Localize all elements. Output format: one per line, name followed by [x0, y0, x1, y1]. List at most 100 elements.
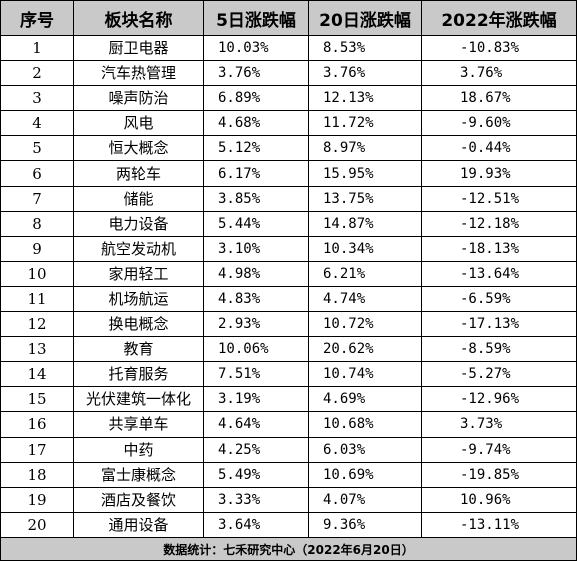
table-row: 2 汽车热管理 3.76% 3.76% 3.76%: [0, 60, 577, 87]
row-index: 1: [0, 34, 74, 62]
row-20day-change: 10.72%: [308, 311, 422, 338]
row-2022-change: 19.93%: [421, 160, 577, 187]
row-sector-name: 厨卫电器: [73, 34, 204, 62]
row-5day-change: 7.51%: [203, 361, 309, 388]
row-2022-change: 18.67%: [421, 85, 577, 112]
row-2022-change: 3.76%: [421, 60, 577, 87]
row-2022-change: -9.60%: [421, 110, 577, 137]
row-index: 4: [0, 110, 74, 137]
header-2022-change: 2022年涨跌幅: [421, 0, 577, 36]
row-index: 18: [0, 461, 74, 488]
row-20day-change: 10.34%: [308, 235, 422, 262]
header-sector-name: 板块名称: [73, 0, 204, 36]
row-5day-change: 2.93%: [203, 311, 309, 338]
row-sector-name: 共享单车: [73, 411, 204, 438]
row-sector-name: 噪声防治: [73, 85, 204, 112]
row-20day-change: 9.36%: [308, 511, 422, 539]
table-row: 12 换电概念 2.93% 10.72% -17.13%: [0, 311, 577, 338]
row-20day-change: 6.21%: [308, 260, 422, 287]
row-index: 17: [0, 436, 74, 463]
row-sector-name: 换电概念: [73, 311, 204, 338]
row-5day-change: 3.76%: [203, 60, 309, 87]
row-5day-change: 6.89%: [203, 85, 309, 112]
row-index: 16: [0, 411, 74, 438]
row-2022-change: -13.64%: [421, 260, 577, 287]
row-20day-change: 11.72%: [308, 110, 422, 137]
row-2022-change: -19.85%: [421, 461, 577, 488]
row-sector-name: 储能: [73, 185, 204, 212]
row-sector-name: 机场航运: [73, 285, 204, 313]
table-body: 1 厨卫电器 10.03% 8.53% -10.83% 2 汽车热管理 3.76% 3.76% 3…: [0, 34, 577, 539]
row-2022-change: -12.96%: [421, 386, 577, 413]
row-sector-name: 航空发动机: [73, 235, 204, 262]
row-5day-change: 4.25%: [203, 436, 309, 463]
row-index: 8: [0, 210, 74, 237]
row-sector-name: 汽车热管理: [73, 60, 204, 87]
row-sector-name: 酒店及餐饮: [73, 486, 204, 513]
header-5day-change: 5日涨跌幅: [203, 0, 309, 36]
row-20day-change: 6.03%: [308, 436, 422, 463]
row-index: 11: [0, 285, 74, 313]
row-index: 14: [0, 361, 74, 388]
row-index: 15: [0, 386, 74, 413]
table-row: 18 富士康概念 5.49% 10.69% -19.85%: [0, 461, 577, 488]
table-row: 5 恒大概念 5.12% 8.97% -0.44%: [0, 135, 577, 162]
row-20day-change: 10.74%: [308, 361, 422, 388]
data-source-note: 数据统计：七禾研究中心（2022年6月20日）: [0, 537, 577, 561]
header-index: 序号: [0, 0, 74, 36]
row-5day-change: 4.83%: [203, 285, 309, 313]
row-2022-change: -18.13%: [421, 235, 577, 262]
row-20day-change: 8.97%: [308, 135, 422, 162]
row-sector-name: 富士康概念: [73, 461, 204, 488]
row-20day-change: 4.69%: [308, 386, 422, 413]
row-20day-change: 10.69%: [308, 461, 422, 488]
row-5day-change: 3.64%: [203, 511, 309, 539]
row-2022-change: -12.51%: [421, 185, 577, 212]
row-5day-change: 5.12%: [203, 135, 309, 162]
row-2022-change: -10.83%: [421, 34, 577, 62]
table-row: 6 两轮车 6.17% 15.95% 19.93%: [0, 160, 577, 187]
row-sector-name: 电力设备: [73, 210, 204, 237]
table-row: 8 电力设备 5.44% 14.87% -12.18%: [0, 210, 577, 237]
row-20day-change: 10.68%: [308, 411, 422, 438]
row-index: 20: [0, 511, 74, 539]
row-index: 9: [0, 235, 74, 262]
table-row: 3 噪声防治 6.89% 12.13% 18.67%: [0, 85, 577, 112]
row-5day-change: 4.68%: [203, 110, 309, 137]
row-5day-change: 3.85%: [203, 185, 309, 212]
row-2022-change: -12.18%: [421, 210, 577, 237]
row-index: 3: [0, 85, 74, 112]
table-row: 9 航空发动机 3.10% 10.34% -18.13%: [0, 235, 577, 262]
table-row: 17 中药 4.25% 6.03% -9.74%: [0, 436, 577, 463]
table-row: 15 光伏建筑一体化 3.19% 4.69% -12.96%: [0, 386, 577, 413]
table-row: 13 教育 10.06% 20.62% -8.59%: [0, 336, 577, 363]
row-20day-change: 14.87%: [308, 210, 422, 237]
row-index: 2: [0, 60, 74, 87]
row-20day-change: 15.95%: [308, 160, 422, 187]
row-sector-name: 托育服务: [73, 361, 204, 388]
row-20day-change: 4.07%: [308, 486, 422, 513]
row-2022-change: -17.13%: [421, 311, 577, 338]
table-row: 1 厨卫电器 10.03% 8.53% -10.83%: [0, 34, 577, 62]
row-5day-change: 3.33%: [203, 486, 309, 513]
row-index: 7: [0, 185, 74, 212]
row-5day-change: 4.98%: [203, 260, 309, 287]
table-row: 10 家用轻工 4.98% 6.21% -13.64%: [0, 260, 577, 287]
table-row: 4 风电 4.68% 11.72% -9.60%: [0, 110, 577, 137]
table-row: 11 机场航运 4.83% 4.74% -6.59%: [0, 285, 577, 313]
row-2022-change: 10.96%: [421, 486, 577, 513]
row-sector-name: 通用设备: [73, 511, 204, 539]
row-sector-name: 光伏建筑一体化: [73, 386, 204, 413]
row-5day-change: 10.03%: [203, 34, 309, 62]
row-5day-change: 6.17%: [203, 160, 309, 187]
row-2022-change: -9.74%: [421, 436, 577, 463]
row-2022-change: -13.11%: [421, 511, 577, 539]
row-20day-change: 20.62%: [308, 336, 422, 363]
row-5day-change: 4.64%: [203, 411, 309, 438]
row-index: 13: [0, 336, 74, 363]
row-5day-change: 5.49%: [203, 461, 309, 488]
row-sector-name: 恒大概念: [73, 135, 204, 162]
row-index: 6: [0, 160, 74, 187]
row-5day-change: 5.44%: [203, 210, 309, 237]
